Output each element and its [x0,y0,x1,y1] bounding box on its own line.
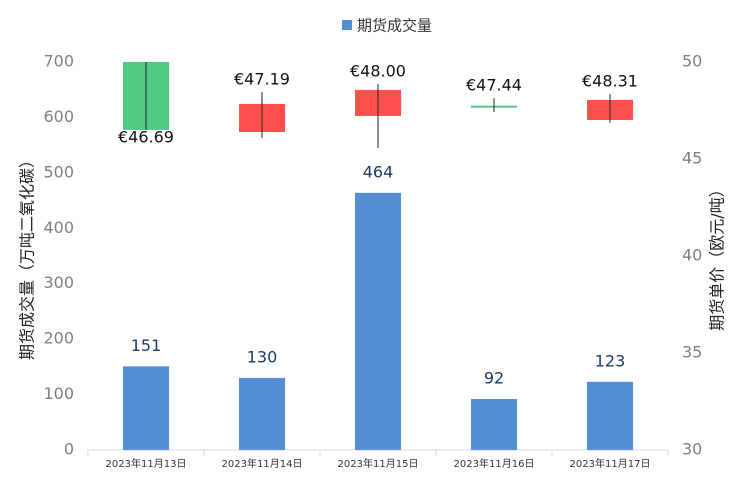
y2-tick-label: 30 [682,440,702,459]
x-tick-label: 2023年11月17日 [570,457,651,470]
bar-label: 151 [131,336,162,355]
bar-label: 130 [247,347,278,366]
bar [587,381,633,450]
y-tick-label: 500 [43,162,74,181]
legend-swatch [342,20,352,30]
y-tick-label: 300 [43,273,74,292]
y-tick-label: 0 [64,440,74,459]
y-tick-label: 200 [43,329,74,348]
candle-label: €48.31 [582,72,638,91]
y2-tick-label: 40 [682,246,702,265]
x-tick-label: 2023年11月14日 [222,457,303,470]
y2-axis-title: 期货单价（欧元/吨） [708,181,727,330]
bar [355,192,401,450]
bar [239,377,285,450]
x-tick-label: 2023年11月13日 [106,457,187,470]
candle-label: €46.69 [118,127,174,146]
y-tick-label: 100 [43,384,74,403]
bar-label: 464 [363,162,394,181]
candle-label: €48.00 [350,61,406,80]
candle-label: €47.44 [466,76,522,95]
candle-label: €47.19 [234,70,290,89]
bar-label: 123 [595,351,626,370]
x-tick-label: 2023年11月15日 [338,457,419,470]
y2-tick-label: 50 [682,52,702,71]
legend-label: 期货成交量 [357,17,432,35]
x-tick-label: 2023年11月16日 [454,457,535,470]
bar-label: 92 [484,369,504,388]
y-axis-title: 期货成交量（万吨二氧化碳） [18,152,37,360]
bar [471,399,517,450]
y-tick-label: 400 [43,218,74,237]
y-tick-label: 700 [43,52,74,71]
y2-tick-label: 45 [682,149,702,168]
y2-tick-label: 35 [682,343,702,362]
bar [123,366,169,450]
y-tick-label: 600 [43,107,74,126]
